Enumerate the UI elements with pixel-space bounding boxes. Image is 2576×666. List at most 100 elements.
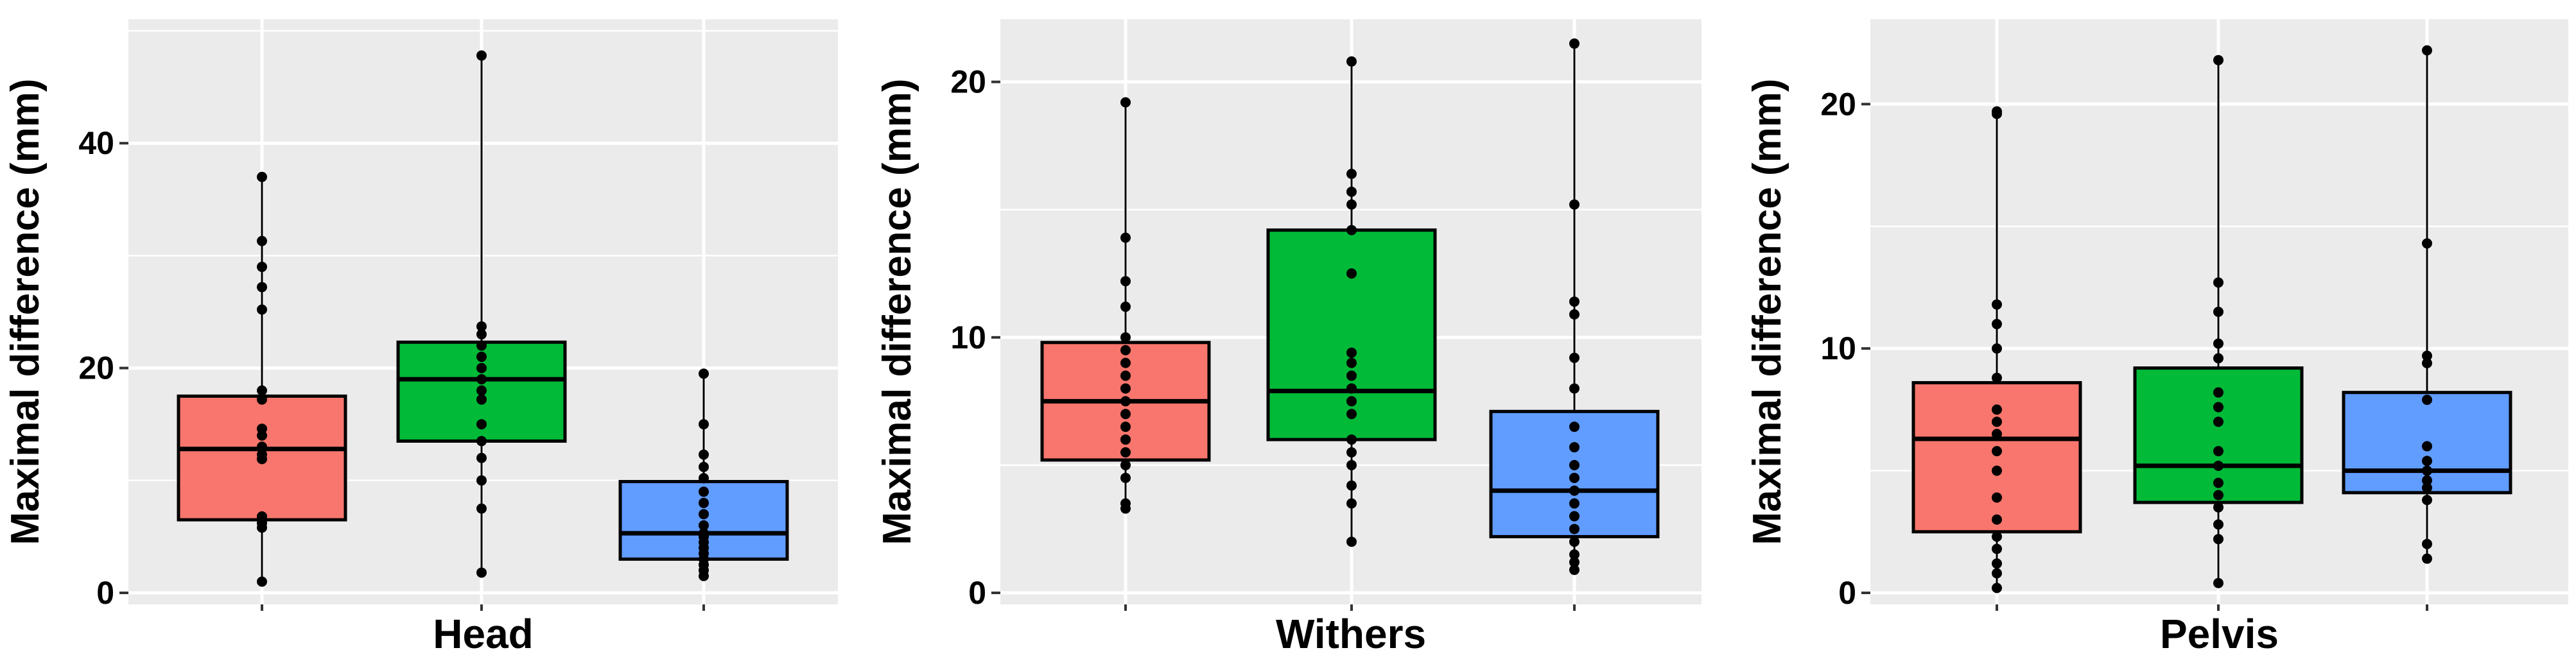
box-group-3 bbox=[618, 368, 789, 581]
data-point bbox=[1992, 372, 2002, 383]
data-point bbox=[1346, 383, 1357, 394]
data-point bbox=[1569, 485, 1580, 496]
data-point bbox=[1569, 565, 1580, 576]
x-axis-title: Head bbox=[433, 611, 534, 657]
data-point bbox=[1346, 347, 1357, 358]
data-point bbox=[1346, 434, 1357, 445]
data-point bbox=[1569, 524, 1580, 534]
data-point bbox=[476, 352, 487, 363]
data-point bbox=[2213, 577, 2224, 588]
data-point bbox=[1569, 38, 1580, 49]
box-group-2 bbox=[2133, 55, 2304, 588]
data-point bbox=[699, 509, 709, 520]
data-point bbox=[2422, 456, 2432, 466]
data-point bbox=[1346, 56, 1357, 67]
data-point bbox=[1569, 498, 1580, 509]
y-tick-label: 40 bbox=[78, 125, 114, 161]
data-point bbox=[476, 419, 487, 430]
data-point bbox=[1346, 357, 1357, 368]
data-point bbox=[476, 475, 487, 486]
data-point bbox=[1120, 422, 1131, 432]
data-point bbox=[1120, 370, 1131, 381]
data-point bbox=[2213, 534, 2224, 545]
data-point bbox=[699, 449, 709, 460]
data-point bbox=[1992, 343, 2002, 354]
data-point bbox=[2213, 307, 2224, 317]
data-point bbox=[1992, 404, 2002, 415]
data-point bbox=[476, 385, 487, 396]
data-point bbox=[476, 374, 487, 385]
box-group-1 bbox=[1040, 97, 1211, 514]
data-point bbox=[1992, 429, 2002, 440]
data-point bbox=[2422, 538, 2432, 549]
data-point bbox=[1992, 531, 2002, 542]
panel-pelvis: 0 10 20 Maximal difference (mm) Pelvis bbox=[1745, 19, 2568, 657]
data-point bbox=[2422, 357, 2432, 368]
data-point bbox=[2422, 475, 2432, 486]
data-point bbox=[1569, 549, 1580, 560]
data-point bbox=[257, 235, 267, 246]
data-point bbox=[699, 528, 709, 539]
data-point bbox=[257, 282, 267, 293]
data-point bbox=[2213, 490, 2224, 500]
data-point bbox=[699, 461, 709, 472]
y-tick-label: 10 bbox=[950, 320, 986, 355]
y-tick-label: 0 bbox=[968, 575, 986, 611]
data-point bbox=[2422, 350, 2432, 361]
data-point bbox=[699, 419, 709, 430]
data-point bbox=[1992, 568, 2002, 579]
data-point bbox=[257, 304, 267, 315]
data-point bbox=[476, 50, 487, 61]
data-point bbox=[2213, 55, 2224, 65]
data-point bbox=[1569, 472, 1580, 483]
y-tick-label: 20 bbox=[950, 64, 986, 100]
data-point bbox=[1120, 498, 1131, 509]
data-point bbox=[2422, 441, 2432, 452]
data-point bbox=[257, 441, 267, 452]
y-axis-title: Maximal difference (mm) bbox=[875, 79, 919, 545]
data-point bbox=[699, 520, 709, 531]
data-point bbox=[1992, 106, 2002, 117]
data-point bbox=[1569, 383, 1580, 394]
data-point bbox=[1346, 168, 1357, 179]
data-point bbox=[1569, 459, 1580, 470]
data-point bbox=[257, 576, 267, 587]
y-axis-title: Maximal difference (mm) bbox=[3, 79, 48, 545]
data-point bbox=[1569, 352, 1580, 363]
data-point bbox=[2422, 238, 2432, 249]
data-point bbox=[1120, 332, 1131, 343]
data-point bbox=[1120, 276, 1131, 287]
y-tick-label: 20 bbox=[1820, 86, 1856, 122]
data-point bbox=[257, 423, 267, 434]
box bbox=[1266, 228, 1437, 441]
data-point bbox=[476, 394, 487, 405]
data-point bbox=[1992, 492, 2002, 503]
data-point bbox=[476, 329, 487, 340]
x-axis-title: Pelvis bbox=[2160, 611, 2279, 657]
data-point bbox=[1992, 558, 2002, 569]
data-point bbox=[1120, 383, 1131, 394]
data-point bbox=[257, 449, 267, 460]
data-point bbox=[1346, 459, 1357, 470]
data-point bbox=[2422, 482, 2432, 493]
data-point bbox=[2213, 477, 2224, 488]
data-point bbox=[2422, 553, 2432, 564]
y-axis-title: Maximal difference (mm) bbox=[1745, 79, 1789, 545]
data-point bbox=[2213, 338, 2224, 349]
data-point bbox=[1569, 199, 1580, 210]
data-point bbox=[1120, 357, 1131, 368]
data-point bbox=[476, 503, 487, 514]
box-group-1 bbox=[177, 171, 347, 587]
data-point bbox=[1120, 459, 1131, 470]
data-point bbox=[2213, 387, 2224, 398]
data-point bbox=[1992, 583, 2002, 593]
data-point bbox=[2213, 402, 2224, 413]
box-group-3 bbox=[1489, 38, 1660, 576]
data-point bbox=[1992, 465, 2002, 476]
box-group-2 bbox=[1266, 56, 1437, 547]
data-point bbox=[1569, 557, 1580, 568]
data-point bbox=[476, 321, 487, 332]
data-point bbox=[1120, 396, 1131, 407]
panel-head: 0 20 40 Maximal difference (mm) Head bbox=[3, 19, 838, 657]
